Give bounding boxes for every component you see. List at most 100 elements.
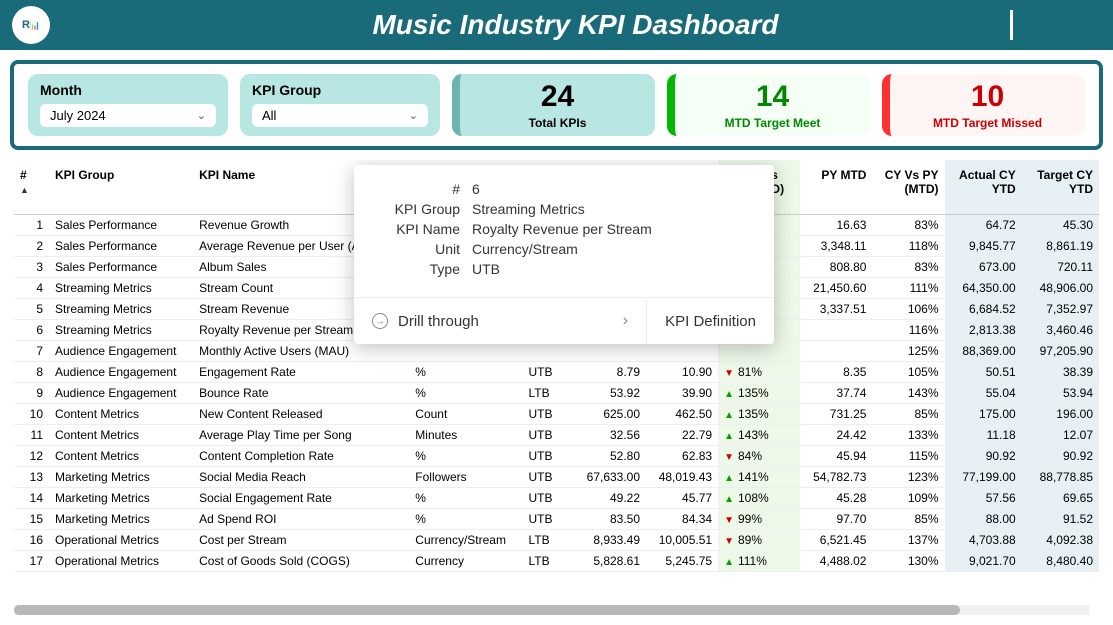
cell-v1: 5,828.61 <box>574 551 646 572</box>
table-row[interactable]: 8Audience EngagementEngagement Rate%UTB8… <box>14 362 1099 383</box>
cell-cyvpy: 109% <box>872 488 944 509</box>
cell-aytd: 50.51 <box>945 362 1022 383</box>
col-pymtd[interactable]: PY MTD <box>800 160 872 215</box>
cell-aytd: 9,021.70 <box>945 551 1022 572</box>
filter-group-card: KPI Group All ⌄ <box>240 74 440 136</box>
kpi-card-meet: 14 MTD Target Meet <box>667 74 870 136</box>
table-row[interactable]: 12Content MetricsContent Completion Rate… <box>14 446 1099 467</box>
table-row[interactable]: 9Audience EngagementBounce Rate%LTB53.92… <box>14 383 1099 404</box>
col-tgtytd[interactable]: Target CY YTD <box>1022 160 1099 215</box>
col-group[interactable]: KPI Group <box>49 160 193 215</box>
cell-aytd: 57.56 <box>945 488 1022 509</box>
cell-unit: Followers <box>409 467 522 488</box>
cell-aytd: 673.00 <box>945 257 1022 278</box>
cell-name: Social Media Reach <box>193 467 409 488</box>
cell-unit: Minutes <box>409 425 522 446</box>
table-row[interactable]: 10Content MetricsNew Content ReleasedCou… <box>14 404 1099 425</box>
cell-tytd: 720.11 <box>1022 257 1099 278</box>
cell-unit: % <box>409 509 522 530</box>
cell-aytd: 9,845.77 <box>945 236 1022 257</box>
cell-tytd: 8,480.40 <box>1022 551 1099 572</box>
tooltip-popup: #6KPI GroupStreaming MetricsKPI NameRoya… <box>354 165 774 344</box>
cell-group: Audience Engagement <box>49 362 193 383</box>
cell-pymtd: 24.42 <box>800 425 872 446</box>
filter-month-select[interactable]: July 2024 ⌄ <box>40 104 216 127</box>
cell-v1: 53.92 <box>574 383 646 404</box>
cell-v1: 625.00 <box>574 404 646 425</box>
chevron-down-icon: ⌄ <box>197 109 206 122</box>
filter-month-label: Month <box>40 82 216 98</box>
cell-tytd: 12.07 <box>1022 425 1099 446</box>
cell-group: Operational Metrics <box>49 551 193 572</box>
cell-aytd: 88,369.00 <box>945 341 1022 362</box>
horizontal-scrollbar[interactable] <box>14 605 1089 615</box>
table-row[interactable]: 16Operational MetricsCost per StreamCurr… <box>14 530 1099 551</box>
cell-tva: ▼99% <box>718 509 800 530</box>
cell-tva: ▼81% <box>718 362 800 383</box>
tooltip-row: UnitCurrency/Stream <box>372 241 756 257</box>
cell-type: UTB <box>523 467 574 488</box>
cell-tva: ▲141% <box>718 467 800 488</box>
filter-row: Month July 2024 ⌄ KPI Group All ⌄ 24 Tot… <box>10 60 1103 150</box>
cell-group: Marketing Metrics <box>49 509 193 530</box>
cell-v2: 22.79 <box>646 425 718 446</box>
cell-pymtd: 731.25 <box>800 404 872 425</box>
table-row[interactable]: 13Marketing MetricsSocial Media ReachFol… <box>14 467 1099 488</box>
cell-tytd: 8,861.19 <box>1022 236 1099 257</box>
cell-pymtd: 45.94 <box>800 446 872 467</box>
cell-name: Average Play Time per Song <box>193 425 409 446</box>
cell-num: 5 <box>14 299 49 320</box>
cell-pymtd: 6,521.45 <box>800 530 872 551</box>
col-num[interactable]: #▲ <box>14 160 49 215</box>
cell-cyvpy: 116% <box>872 320 944 341</box>
col-cyvpy[interactable]: CY Vs PY (MTD) <box>872 160 944 215</box>
cell-group: Sales Performance <box>49 257 193 278</box>
cell-type: UTB <box>523 509 574 530</box>
cell-cyvpy: 115% <box>872 446 944 467</box>
cell-group: Streaming Metrics <box>49 320 193 341</box>
table-row[interactable]: 15Marketing MetricsAd Spend ROI%UTB83.50… <box>14 509 1099 530</box>
cell-aytd: 4,703.88 <box>945 530 1022 551</box>
table-row[interactable]: 11Content MetricsAverage Play Time per S… <box>14 425 1099 446</box>
cell-tytd: 38.39 <box>1022 362 1099 383</box>
cell-cyvpy: 143% <box>872 383 944 404</box>
cell-aytd: 88.00 <box>945 509 1022 530</box>
cell-num: 14 <box>14 488 49 509</box>
cell-num: 1 <box>14 215 49 236</box>
filter-group-select[interactable]: All ⌄ <box>252 104 428 127</box>
cell-aytd: 77,199.00 <box>945 467 1022 488</box>
cell-cyvpy: 83% <box>872 257 944 278</box>
drill-through-button[interactable]: → Drill through › <box>354 298 647 344</box>
cell-v2: 45.77 <box>646 488 718 509</box>
table-row[interactable]: 14Marketing MetricsSocial Engagement Rat… <box>14 488 1099 509</box>
kpi-total-value: 24 <box>541 80 574 114</box>
col-actytd[interactable]: Actual CY YTD <box>945 160 1022 215</box>
scrollbar-thumb[interactable] <box>14 605 960 615</box>
tooltip-key: Unit <box>372 241 472 257</box>
kpi-card-missed: 10 MTD Target Missed <box>882 74 1085 136</box>
cell-tytd: 53.94 <box>1022 383 1099 404</box>
chevron-down-icon: ⌄ <box>409 109 418 122</box>
cell-type: UTB <box>523 488 574 509</box>
table-row[interactable]: 17Operational MetricsCost of Goods Sold … <box>14 551 1099 572</box>
cell-pymtd: 16.63 <box>800 215 872 236</box>
tooltip-val: UTB <box>472 261 500 277</box>
cell-type: UTB <box>523 425 574 446</box>
kpi-definition-button[interactable]: KPI Definition <box>647 298 774 344</box>
cell-tytd: 4,092.38 <box>1022 530 1099 551</box>
cell-tytd: 90.92 <box>1022 446 1099 467</box>
cell-pymtd <box>800 320 872 341</box>
cell-group: Audience Engagement <box>49 383 193 404</box>
cell-num: 17 <box>14 551 49 572</box>
cell-tytd: 3,460.46 <box>1022 320 1099 341</box>
cell-tva: ▲135% <box>718 404 800 425</box>
cell-cyvpy: 111% <box>872 278 944 299</box>
cell-aytd: 175.00 <box>945 404 1022 425</box>
cell-name: Cost per Stream <box>193 530 409 551</box>
cell-group: Sales Performance <box>49 215 193 236</box>
cell-cyvpy: 137% <box>872 530 944 551</box>
cell-num: 7 <box>14 341 49 362</box>
tooltip-val: 6 <box>472 181 480 197</box>
cell-group: Marketing Metrics <box>49 488 193 509</box>
kpi-table-wrap: #▲ KPI Group KPI Name Target Vs Act. (MT… <box>14 160 1099 615</box>
